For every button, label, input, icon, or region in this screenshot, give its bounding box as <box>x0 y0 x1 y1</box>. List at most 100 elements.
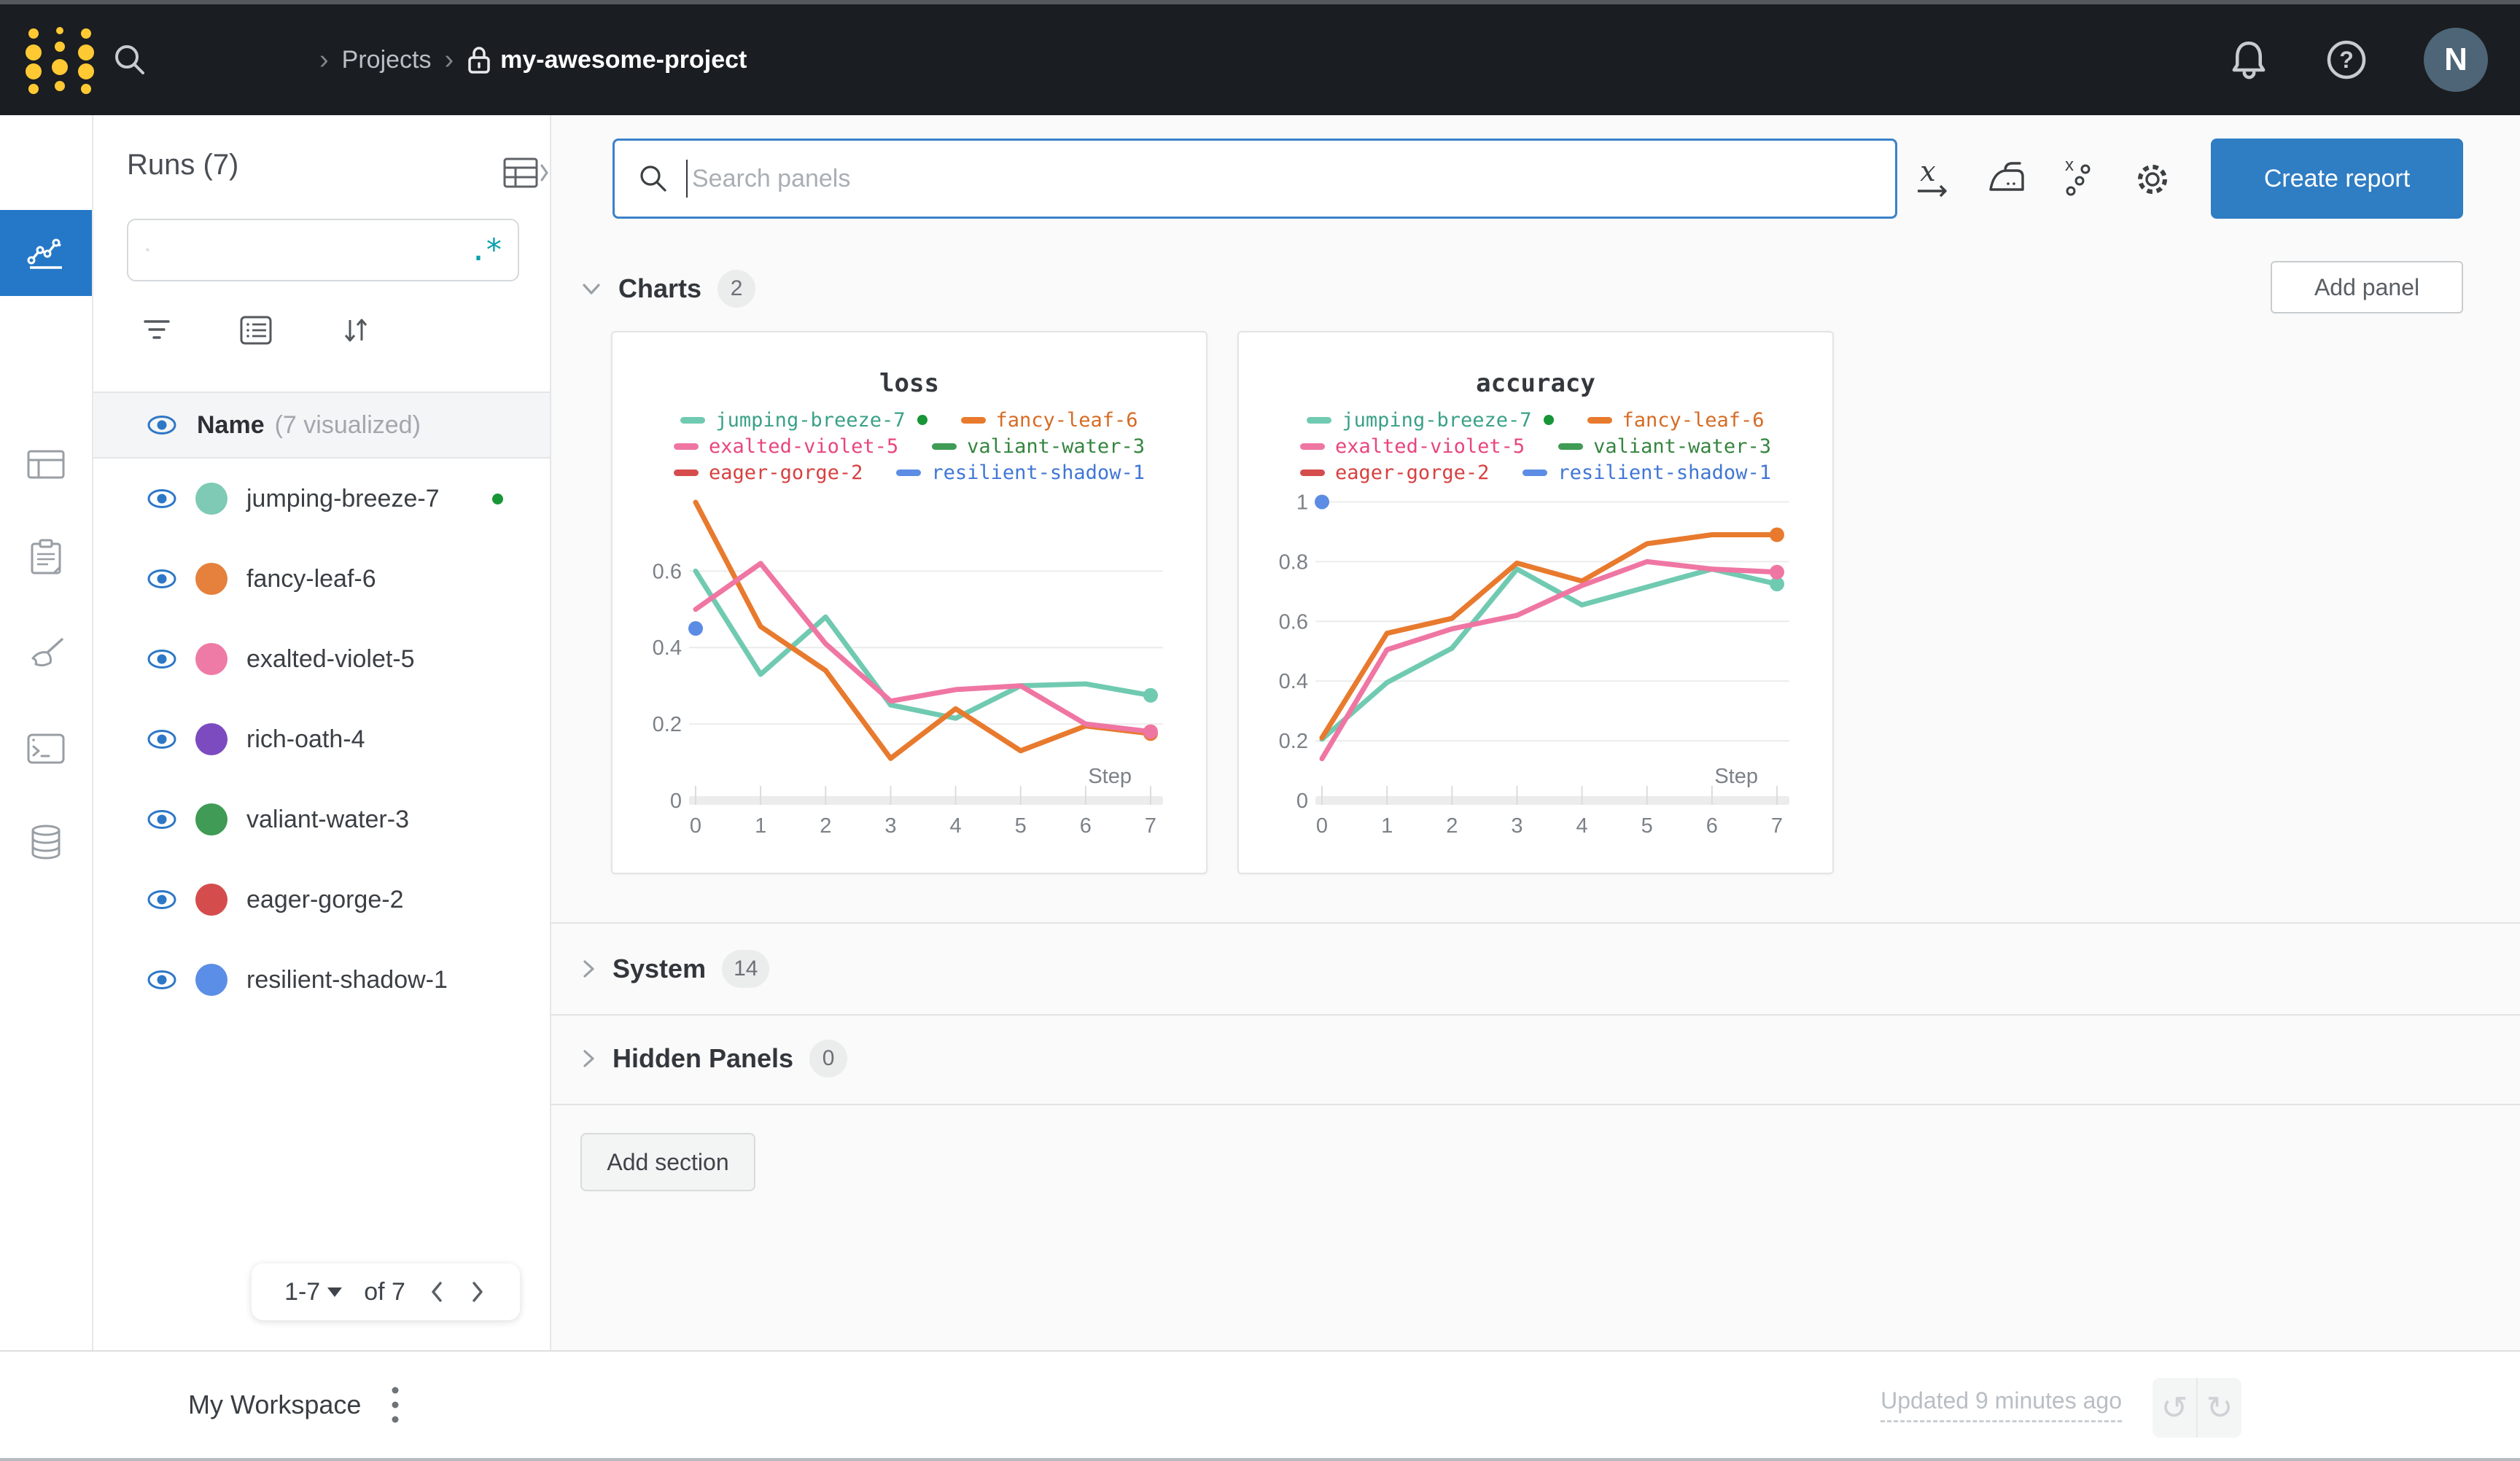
svg-text:7: 7 <box>1771 814 1783 838</box>
eye-icon[interactable] <box>144 409 179 441</box>
run-row[interactable]: jumping-breeze-7 <box>93 459 550 539</box>
add-panel-button[interactable]: Add panel <box>2271 261 2463 313</box>
legend-item: valiant-water-3 <box>932 435 1145 458</box>
eye-icon[interactable] <box>144 563 179 595</box>
group-button[interactable] <box>232 306 280 354</box>
runs-table-button[interactable] <box>502 153 582 192</box>
runs-name-header: Name (7 visualized) <box>93 391 550 459</box>
eye-icon[interactable] <box>144 643 179 675</box>
run-row[interactable]: valiant-water-3 <box>93 779 550 860</box>
eye-icon[interactable] <box>144 723 179 755</box>
database-icon <box>31 825 61 860</box>
smoothing-button[interactable] <box>1979 152 2034 207</box>
help-icon[interactable]: ? <box>2325 38 2368 82</box>
next-page-icon[interactable] <box>468 1279 487 1305</box>
run-row[interactable]: resilient-shadow-1 <box>93 940 550 1020</box>
chart-title: loss <box>879 369 939 398</box>
settings-button[interactable] <box>2125 152 2180 207</box>
breadcrumb-chevron-icon: › <box>319 44 329 75</box>
runs-search-input[interactable] <box>163 236 470 264</box>
rail-item-sweeps[interactable] <box>0 611 92 697</box>
search-icon <box>640 165 666 192</box>
run-row[interactable]: rich-oath-4 <box>93 699 550 779</box>
chart-title: accuracy <box>1476 369 1595 398</box>
section-label: Charts <box>618 273 702 303</box>
svg-text:5: 5 <box>1641 814 1653 838</box>
run-color-dot <box>195 723 228 755</box>
run-color-dot <box>195 803 228 835</box>
legend-item: exalted-violet-5 <box>674 435 898 458</box>
wandb-logo-icon[interactable] <box>22 25 102 95</box>
legend-item: eager-gorge-2 <box>674 461 863 484</box>
create-report-button[interactable]: Create report <box>2211 139 2463 219</box>
hidden-panels-section-header[interactable]: Hidden Panels 0 <box>580 1031 848 1086</box>
run-row[interactable]: exalted-violet-5 <box>93 619 550 699</box>
section-count-badge: 2 <box>718 270 756 308</box>
svg-text:0.6: 0.6 <box>653 560 682 583</box>
svg-text:0: 0 <box>1296 790 1308 813</box>
breadcrumb-chevron-icon: › <box>444 44 454 75</box>
eye-icon[interactable] <box>144 884 179 916</box>
eye-icon[interactable] <box>144 964 179 996</box>
workspace-menu-button[interactable] <box>373 1379 417 1431</box>
rail-item-artifacts[interactable] <box>0 799 92 885</box>
table-icon <box>27 450 65 479</box>
outliers-button[interactable]: x <box>2052 152 2107 207</box>
caret-down-icon <box>327 1287 343 1297</box>
regex-toggle-icon[interactable]: .* <box>469 232 503 268</box>
eye-icon[interactable] <box>144 803 179 835</box>
runs-pagination: 1-7 of 7 <box>252 1263 520 1320</box>
charts-section-header[interactable]: Charts 2 <box>580 261 756 316</box>
topbar-actions: ? N <box>2228 4 2488 115</box>
chart-panel-accuracy[interactable]: accuracy jumping-breeze-7 fancy-leaf-6 exa… <box>1237 331 1834 874</box>
updated-timestamp: Updated 9 minutes ago <box>1881 1352 2122 1458</box>
chevron-down-icon <box>583 284 600 295</box>
page-range-dropdown[interactable]: 1-7 <box>284 1278 343 1306</box>
legend-item: jumping-breeze-7 <box>1307 409 1554 432</box>
terminal-icon <box>27 733 65 764</box>
panel-search-input[interactable] <box>692 164 1873 193</box>
global-search-icon[interactable] <box>109 39 150 80</box>
undo-redo-group: ↺ ↻ <box>2152 1378 2241 1438</box>
rail-item-logs[interactable] <box>0 706 92 792</box>
svg-text:x: x <box>2065 156 2074 175</box>
redo-button[interactable]: ↻ <box>2206 1390 2233 1426</box>
legend-item: exalted-violet-5 <box>1300 435 1525 458</box>
runs-title: Runs (7) <box>127 149 239 181</box>
name-column-label: Name <box>197 410 265 439</box>
avatar[interactable]: N <box>2424 28 2488 92</box>
rail-item-table[interactable] <box>0 421 92 507</box>
rail-item-workspace-active[interactable] <box>0 210 92 296</box>
system-section-header[interactable]: System 14 <box>580 941 770 997</box>
svg-text:1: 1 <box>1296 491 1308 514</box>
svg-text:0.2: 0.2 <box>653 713 682 736</box>
runs-filter-row <box>93 306 551 354</box>
section-label: Hidden Panels <box>612 1043 794 1073</box>
run-row[interactable]: fancy-leaf-6 <box>93 539 550 619</box>
x-axis-settings-button[interactable]: x <box>1906 152 1961 207</box>
notifications-bell-icon[interactable] <box>2228 38 2269 82</box>
clipboard-icon <box>31 539 61 574</box>
section-count-badge: 14 <box>722 950 770 988</box>
filter-button[interactable] <box>133 306 181 354</box>
run-row[interactable]: eager-gorge-2 <box>93 860 550 940</box>
workspace-main: x x Create report Charts 2 Add panel los… <box>551 115 2520 1350</box>
prev-page-icon[interactable] <box>427 1279 446 1305</box>
chevron-right-icon <box>583 960 594 978</box>
run-name: resilient-shadow-1 <box>246 965 448 994</box>
chart-panel-loss[interactable]: loss jumping-breeze-7 fancy-leaf-6 exalted… <box>611 331 1208 874</box>
svg-text:1: 1 <box>1381 814 1393 838</box>
bottombar: My Workspace Updated 9 minutes ago ↺ ↻ <box>0 1350 2520 1461</box>
breadcrumb-project-link[interactable]: my-awesome-project <box>467 44 747 75</box>
svg-text:6: 6 <box>1080 814 1092 838</box>
section-divider <box>551 1014 2520 1016</box>
svg-text:5: 5 <box>1015 814 1027 838</box>
add-section-button[interactable]: Add section <box>580 1133 755 1191</box>
rail-item-reports[interactable] <box>0 515 92 601</box>
eye-icon[interactable] <box>144 483 179 515</box>
undo-button[interactable]: ↺ <box>2152 1378 2198 1438</box>
iron-icon <box>1989 162 2024 191</box>
breadcrumb-projects-link[interactable]: Projects <box>341 45 432 74</box>
legend-item: valiant-water-3 <box>1558 435 1771 458</box>
sort-button[interactable] <box>331 306 379 354</box>
